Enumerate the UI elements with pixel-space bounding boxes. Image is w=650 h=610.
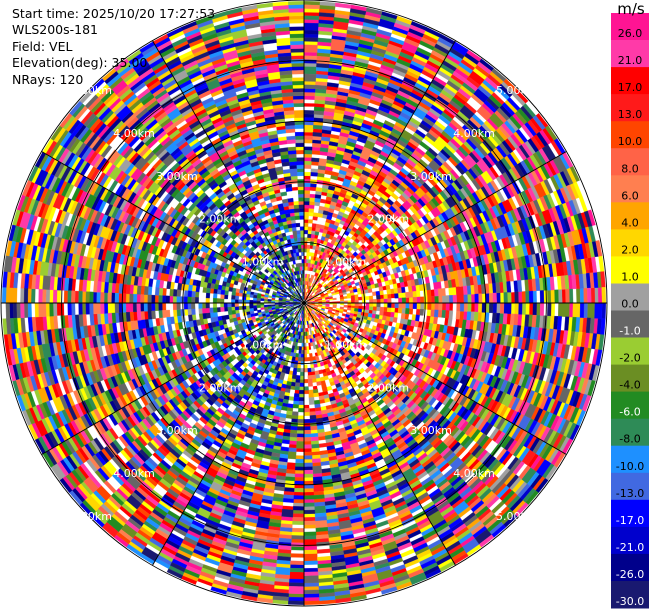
colorbar-swatch [611, 40, 649, 68]
colorbar-tick-label: -17.0 [616, 514, 644, 527]
colorbar-tick-label: -1.0 [619, 325, 640, 338]
colorbar-tick-label: -30.0 [616, 595, 644, 608]
colorbar-swatch [611, 553, 649, 582]
colorbar-swatch [611, 175, 649, 203]
azimuth-line [303, 40, 456, 304]
colorbar-tick-label: -26.0 [616, 568, 644, 581]
colorbar-swatch [611, 229, 649, 257]
start-time-label: Start time: 2025/10/20 17:27:53 [12, 6, 216, 21]
range-ring-label: 2.00km [368, 381, 410, 394]
colorbar-swatch [611, 364, 649, 393]
colorbar-swatch [611, 391, 649, 420]
colorbar-swatch [611, 499, 649, 528]
colorbar-tick-label: 13.0 [618, 108, 643, 121]
range-ring-label: 3.00km [156, 170, 198, 183]
colorbar-swatch [611, 310, 649, 338]
range-ring-label: 1.00km [325, 256, 367, 269]
range-ring-label: 5.00km [70, 510, 112, 523]
velocity-cell-group [8, 2, 598, 595]
colorbar-tick-label: -13.0 [616, 487, 644, 500]
colorbar-swatch [611, 337, 649, 365]
range-ring-label: 1.00km [325, 338, 367, 351]
range-ring-label: 4.00km [453, 127, 495, 140]
colorbar-tick-label: 26.0 [618, 27, 643, 40]
colorbar-title: m/s [617, 0, 645, 18]
colorbar-swatch [611, 526, 649, 555]
range-ring-labels: 1.00km 2.00km 3.00km 4.00km 5.00km 1.00km 2.00… [70, 84, 537, 523]
colorbar-tick-label: 10.0 [618, 135, 643, 148]
colorbar-tick-label: 8.0 [621, 162, 639, 175]
colorbar-tick-label: -8.0 [619, 433, 640, 446]
colorbar: 26.0 21.0 17.0 13.0 10.0 8.0 6.0 4.0 2.0 1.0 0.0 -1… [611, 13, 649, 609]
azimuth-line [41, 151, 305, 304]
colorbar-swatch [611, 256, 649, 284]
azimuth-line [303, 302, 456, 566]
range-ring-label: 3.00km [410, 170, 452, 183]
range-ring-label: 2.00km [199, 381, 241, 394]
range-ring-label: 3.00km [156, 424, 198, 437]
range-ring-label: 5.00km [70, 84, 112, 97]
colorbar-swatch [611, 581, 649, 609]
range-ring-label: 5.00km [496, 84, 538, 97]
colorbar-swatch [611, 418, 649, 447]
range-ring-label: 1.00km [242, 256, 284, 269]
colorbar-swatch [611, 202, 649, 230]
range-ring-label: 5.00km [496, 510, 538, 523]
colorbar-swatch [611, 121, 649, 149]
range-ring-label: 2.00km [199, 213, 241, 226]
range-ring-label: 1.00km [242, 338, 284, 351]
elevation-label: Elevation(deg): 35.00 [12, 55, 148, 71]
colorbar-tick-label: 21.0 [618, 54, 643, 67]
nrays-label: NRays: 120 [12, 71, 84, 87]
colorbar-swatch [611, 472, 649, 501]
colorbar-tick-label: 4.0 [621, 216, 639, 229]
range-ring-label: 4.00km [113, 127, 155, 140]
scan-info: Start time: 2025/10/20 17:27:53 WLS200s-… [12, 6, 215, 88]
colorbar-swatch [611, 445, 649, 474]
colorbar-swatch [611, 283, 649, 311]
colorbar-tick-label: 6.0 [621, 189, 639, 202]
colorbar-swatch [611, 148, 649, 176]
range-ring-label: 4.00km [113, 467, 155, 480]
range-ring-label: 2.00km [368, 213, 410, 226]
range-ring-label: 3.00km [410, 424, 452, 437]
colorbar-tick-label: -6.0 [619, 406, 640, 419]
colorbar-tick-label: -4.0 [619, 379, 640, 392]
azimuth-line [41, 302, 305, 455]
azimuth-lines [1, 0, 607, 606]
colorbar-tick-label: -2.0 [619, 352, 640, 365]
azimuth-line [303, 151, 567, 304]
azimuth-line [152, 302, 305, 566]
colorbar-tick-label: 0.0 [621, 298, 639, 311]
colorbar-tick-label: 2.0 [621, 243, 639, 256]
azimuth-line [303, 302, 567, 455]
azimuth-line [152, 40, 305, 304]
colorbar-tick-label: -10.0 [616, 460, 644, 473]
range-ring-label: 4.00km [453, 467, 495, 480]
colorbar-tick-label: 1.0 [621, 271, 639, 284]
colorbar-swatch [611, 67, 649, 95]
field-label: Field: VEL [12, 38, 73, 54]
colorbar-swatch [611, 13, 649, 41]
colorbar-swatch [611, 94, 649, 122]
colorbar-tick-label: 17.0 [618, 81, 643, 94]
colorbar-tick-label: -21.0 [616, 541, 644, 554]
station-label: WLS200s-181 [12, 22, 98, 38]
